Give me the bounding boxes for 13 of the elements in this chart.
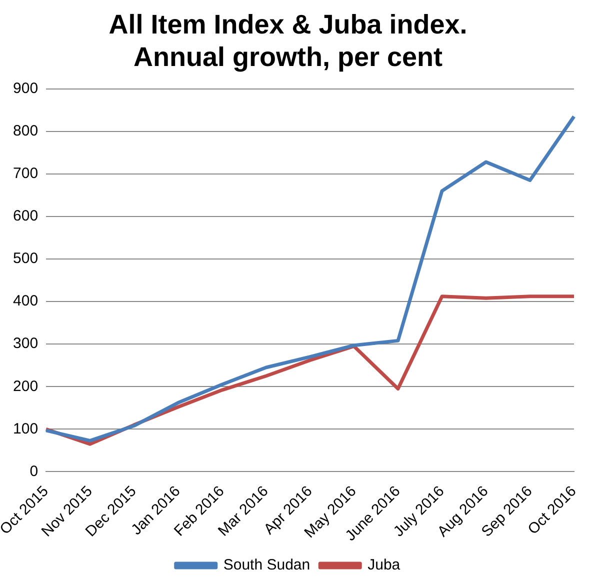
chart-title: All Item Index & Juba index. Annual growth, per cent <box>108 10 468 72</box>
y-tick-label: 0 <box>30 462 38 480</box>
y-tick-label: 800 <box>13 122 38 140</box>
y-tick-label: 600 <box>13 208 38 225</box>
y-tick-label: 700 <box>13 165 38 182</box>
y-tick-label: 100 <box>13 420 38 438</box>
y-tick-label: 400 <box>13 292 38 310</box>
y-tick-label: 500 <box>13 250 38 268</box>
legend-label: South Sudan <box>223 556 310 574</box>
y-tick-label: 200 <box>13 378 38 395</box>
y-tick-label: 300 <box>13 335 38 352</box>
y-tick-label: 900 <box>13 80 38 97</box>
legend-label: Juba <box>368 556 401 574</box>
